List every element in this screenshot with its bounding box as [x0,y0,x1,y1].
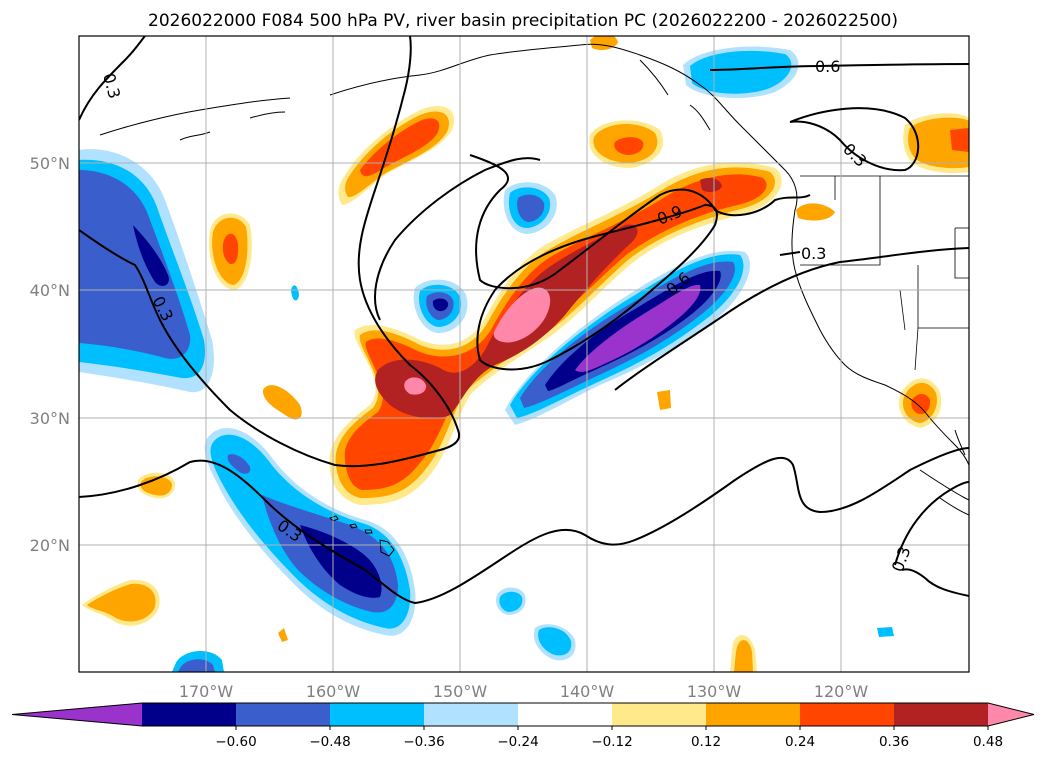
colorbar-bin [330,703,425,726]
hawaiian-islands [329,515,395,557]
colorbar-bin [894,703,989,726]
colorbar-label: 0.36 [879,734,909,750]
lon-label: 160°W [306,682,361,701]
colorbar-extension-min [12,703,142,726]
colorbar: −0.60 −0.48 −0.36 −0.24 −0.12 0.12 0.24 0.36 0.4… [11,702,1035,750]
coastlines [99,43,969,516]
lat-label: 40°N [30,281,70,300]
lon-label: 140°W [560,682,615,701]
colorbar-outline [11,702,1035,727]
colorbar-label: 0.48 [973,734,1003,750]
colorbar-label: 0.12 [691,734,721,750]
colorbar-bin [424,703,519,726]
colorbar-label: −0.60 [215,734,256,750]
colorbar-label: 0.24 [785,734,815,750]
colorbar-label: −0.36 [403,734,444,750]
positive-pc-shading [82,36,969,672]
colorbar-bin [518,703,613,726]
lon-label: 120°W [814,682,869,701]
lat-label: 30°N [30,409,70,428]
pv-label: 0.6 [815,57,840,76]
colorbar-bin [236,703,331,726]
lon-label: 150°W [433,682,488,701]
colorbar-bin [706,703,801,726]
longitude-labels: 170°W 160°W 150°W 140°W 130°W 120°W [179,682,869,701]
colorbar-extension-max [988,703,1034,726]
colorbar-label: −0.48 [309,734,350,750]
latitude-labels: 50°N 40°N 30°N 20°N [30,154,70,555]
colorbar-bin [800,703,895,726]
map-frame [78,35,970,673]
colorbar-label: −0.12 [591,734,632,750]
pv-label: 0.3 [801,244,826,263]
pv-contours [79,36,969,605]
negative-pc-shading [79,46,894,672]
lat-label: 20°N [30,536,70,555]
colorbar-bin [612,703,707,726]
lon-label: 170°W [179,682,234,701]
lat-label: 50°N [30,154,70,173]
colorbar-label: −0.24 [497,734,538,750]
lon-label: 130°W [687,682,742,701]
colorbar-bin [142,703,237,726]
figure-title: 2026022000 F084 500 hPa PV, river basin … [148,11,898,31]
map-panel: 0.3 0.3 0.3 0.9 0.6 0.6 0.3 0.3 0.3 [79,36,969,672]
